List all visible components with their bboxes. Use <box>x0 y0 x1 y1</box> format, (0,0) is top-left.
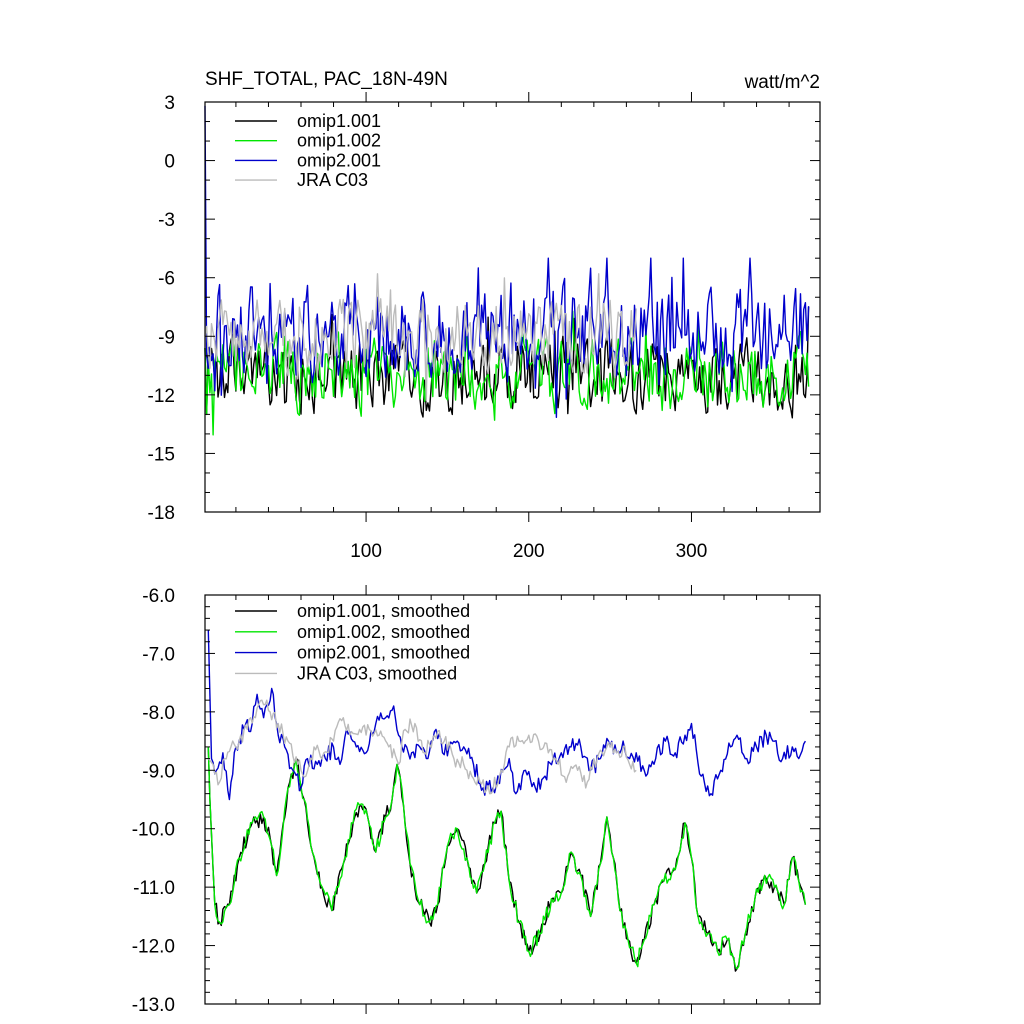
legend-label-omip1-001: omip1.001 <box>297 111 381 131</box>
legend-label-jra-c03: JRA C03 <box>297 170 368 190</box>
bottom-series-layer <box>207 630 807 972</box>
y-tick-label: -9.0 <box>142 761 175 782</box>
legend-label-omip1-002: omip1.002 <box>297 131 381 151</box>
y-tick-label: 0 <box>164 152 175 173</box>
x-tick-label: 200 <box>513 541 545 562</box>
y-tick-label: 3 <box>164 93 175 114</box>
y-tick-label: -13.0 <box>132 995 175 1016</box>
chart-title: SHF_TOTAL, PAC_18N-49N <box>205 69 448 90</box>
bottom-axis-ticks <box>205 585 820 1014</box>
bottom-plot-frame <box>204 594 821 1005</box>
x-tick-label: 100 <box>350 541 382 562</box>
top-plot-frame <box>204 101 821 513</box>
bottom-axis-labels: -6.0 -7.0 -8.0 -9.0 -10.0 -11.0 -12.0 -13.0 <box>132 586 175 1016</box>
y-tick-label: -11.0 <box>133 878 175 899</box>
series-line-omip2-001-smoothed <box>207 630 807 801</box>
y-tick-label: -3 <box>158 210 175 231</box>
series-line-omip1-002-smoothed <box>207 746 807 970</box>
x-tick-label: 300 <box>676 541 708 562</box>
units-label: watt/m^2 <box>744 72 820 93</box>
series-line-jra-c03 <box>204 273 637 401</box>
series-line-jra-c03-smoothed <box>207 699 637 795</box>
top-series-layer <box>204 105 810 436</box>
y-tick-label: -6 <box>158 269 175 290</box>
y-tick-label: -7.0 <box>142 644 175 665</box>
panel-bottom-smoothed: -6.0 -7.0 -8.0 -9.0 -10.0 -11.0 -12.0 -13.0 omi… <box>132 585 821 1016</box>
legend-label-omip2-001: omip2.001 <box>297 150 381 170</box>
y-tick-label: -12.0 <box>132 937 175 958</box>
legend-label-jra-c03-smoothed: JRA C03, smoothed <box>297 663 457 683</box>
y-tick-label: -12 <box>148 386 175 407</box>
y-tick-label: -18 <box>148 503 175 524</box>
top-axis-labels: 3 0 -3 -6 -9 -12 -15 -18 100 200 300 <box>148 93 708 562</box>
series-line-omip2-001 <box>204 105 810 418</box>
panel-top-raw: SHF_TOTAL, PAC_18N-49N watt/m^2 3 0 -3 -6 -9… <box>148 69 821 562</box>
legend-label-omip2-001-smoothed: omip2.001, smoothed <box>297 643 470 663</box>
legend-label-omip1-001-smoothed: omip1.001, smoothed <box>297 601 470 621</box>
y-tick-label: -6.0 <box>142 586 175 607</box>
legend-label-omip1-002-smoothed: omip1.002, smoothed <box>297 622 470 642</box>
y-tick-label: -10.0 <box>132 820 175 841</box>
y-tick-label: -15 <box>148 444 175 465</box>
y-tick-label: -8.0 <box>142 703 175 724</box>
y-tick-label: -9 <box>158 327 175 348</box>
top-axis-ticks <box>205 92 820 522</box>
